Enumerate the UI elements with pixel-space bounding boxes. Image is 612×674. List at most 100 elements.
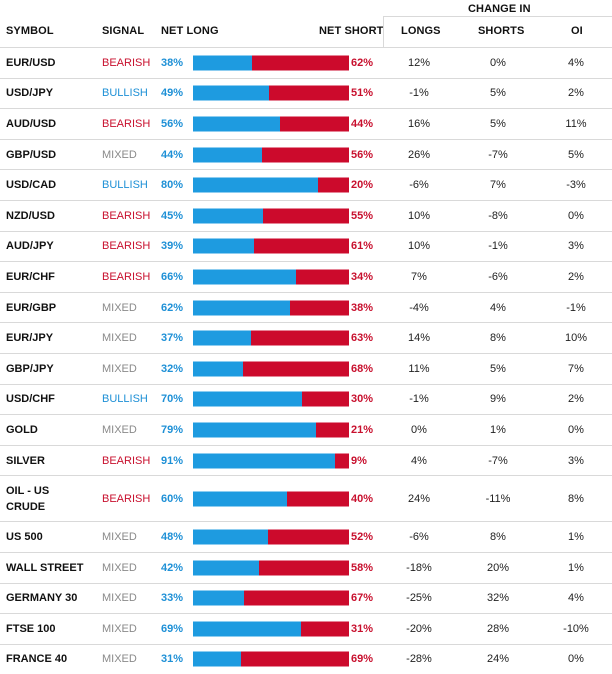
table-row[interactable]: WALL STREET MIXED 42% 58% -18% 20% 1% <box>0 551 612 583</box>
signal-label: MIXED <box>102 301 137 314</box>
net-short-value: 68% <box>351 362 374 375</box>
net-short-value: 56% <box>351 148 374 161</box>
net-long-bar <box>193 453 335 469</box>
change-shorts-value: -7% <box>488 454 508 467</box>
sentiment-bar <box>193 391 349 407</box>
symbol-label: GERMANY 30 <box>6 592 78 605</box>
net-long-bar <box>193 330 251 346</box>
table-row[interactable]: US 500 MIXED 48% 52% -6% 8% 1% <box>0 521 612 552</box>
net-long-bar <box>193 361 243 377</box>
sentiment-bar <box>193 55 349 71</box>
change-oi-value: 1% <box>568 561 584 574</box>
signal-label: MIXED <box>102 592 137 605</box>
table-row[interactable]: EUR/JPY MIXED 37% 63% 14% 8% 10% <box>0 322 612 353</box>
net-short-value: 51% <box>351 87 374 100</box>
table-row[interactable]: FRANCE 40 MIXED 31% 69% -28% 24% 0% <box>0 643 612 674</box>
net-long-value: 69% <box>161 622 184 635</box>
net-long-value: 80% <box>161 179 184 192</box>
table-row[interactable]: GOLD MIXED 79% 21% 0% 1% 0% <box>0 414 612 445</box>
table-row[interactable]: GBP/USD MIXED 44% 56% 26% -7% 5% <box>0 138 612 170</box>
table-row[interactable]: USD/CAD BULLISH 80% 20% -6% 7% -3% <box>0 169 612 200</box>
table-row[interactable]: AUD/JPY BEARISH 39% 61% 10% -1% 3% <box>0 230 612 262</box>
table-row[interactable]: EUR/CHF BEARISH 66% 34% 7% -6% 2% <box>0 261 612 292</box>
net-short-value: 62% <box>351 56 374 69</box>
signal-label: BULLISH <box>102 393 148 406</box>
change-shorts-value: 8% <box>490 332 506 345</box>
net-long-bar <box>193 116 281 132</box>
table-row[interactable]: NZD/USD BEARISH 45% 55% 10% -8% 0% <box>0 199 612 231</box>
net-short-bar <box>263 208 349 224</box>
net-short-bar <box>252 55 349 71</box>
net-long-bar <box>193 590 245 606</box>
sentiment-bar <box>193 85 349 101</box>
net-long-bar <box>193 208 264 224</box>
sentiment-bar <box>193 269 349 285</box>
change-oi-value: -3% <box>566 179 586 192</box>
change-longs-value: 0% <box>411 423 427 436</box>
net-long-bar <box>193 85 270 101</box>
net-long-value: 45% <box>161 209 184 222</box>
table-row[interactable]: USD/JPY BULLISH 49% 51% -1% 5% 2% <box>0 77 612 109</box>
change-shorts-value: 5% <box>490 87 506 100</box>
change-longs-value: -1% <box>409 393 429 406</box>
table-row[interactable]: SILVER BEARISH 91% 9% 4% -7% 3% <box>0 444 612 476</box>
symbol-label: USD/JPY <box>6 87 54 100</box>
change-shorts-value: 32% <box>486 592 510 605</box>
net-short-value: 52% <box>351 531 374 544</box>
net-short-bar <box>317 177 349 193</box>
net-long-value: 37% <box>161 332 184 345</box>
net-short-value: 20% <box>351 179 374 192</box>
net-short-bar <box>261 147 349 163</box>
net-long-bar <box>193 422 317 438</box>
symbol-label: USD/CAD <box>6 179 57 192</box>
change-longs-value: 4% <box>411 454 427 467</box>
net-short-value: 67% <box>351 592 374 605</box>
net-short-bar <box>316 422 349 438</box>
net-long-bar <box>193 529 268 545</box>
table-row[interactable]: AUD/USD BEARISH 56% 44% 16% 5% 11% <box>0 108 612 139</box>
table-row[interactable]: USD/CHF BULLISH 70% 30% -1% 9% 2% <box>0 383 612 415</box>
signal-label: BULLISH <box>102 179 148 192</box>
change-shorts-value: -6% <box>488 270 508 283</box>
net-long-value: 66% <box>161 270 184 283</box>
net-short-bar <box>300 621 349 637</box>
table-row[interactable]: OIL - US CRUDE BEARISH 60% 40% 24% -11% 8% <box>0 475 612 521</box>
change-shorts-value: -1% <box>488 240 508 253</box>
symbol-label: GOLD <box>6 423 38 436</box>
sentiment-bar <box>193 238 349 254</box>
change-oi-value: 4% <box>568 592 584 605</box>
net-long-value: 42% <box>161 561 184 574</box>
net-short-bar <box>289 300 349 316</box>
symbol-label: US 500 <box>6 531 43 544</box>
header-divider <box>383 16 612 17</box>
table-row[interactable]: GERMANY 30 MIXED 33% 67% -25% 32% 4% <box>0 582 612 614</box>
change-oi-value: 3% <box>568 454 584 467</box>
table-row[interactable]: FTSE 100 MIXED 69% 31% -20% 28% -10% <box>0 613 612 644</box>
table-row[interactable]: EUR/USD BEARISH 38% 62% 12% 0% 4% <box>0 47 612 78</box>
symbol-label: EUR/GBP <box>6 301 57 314</box>
net-long-value: 38% <box>161 56 184 69</box>
change-oi-value: -10% <box>563 622 589 635</box>
change-oi-value: 0% <box>568 209 584 222</box>
change-longs-value: -28% <box>406 653 432 666</box>
change-shorts-value: 5% <box>490 117 506 130</box>
net-long-value: 62% <box>161 301 184 314</box>
change-oi-value: 0% <box>568 423 584 436</box>
table-row[interactable]: GBP/JPY MIXED 32% 68% 11% 5% 7% <box>0 352 612 384</box>
net-long-value: 31% <box>161 653 184 666</box>
change-longs-value: -25% <box>406 592 432 605</box>
net-long-bar <box>193 55 253 71</box>
sentiment-bar <box>193 560 349 576</box>
net-short-value: 34% <box>351 270 374 283</box>
net-long-value: 39% <box>161 240 184 253</box>
sentiment-bar <box>193 330 349 346</box>
signal-label: BEARISH <box>102 454 151 467</box>
net-long-bar <box>193 621 301 637</box>
signal-label: BEARISH <box>102 56 151 69</box>
change-longs-value: 7% <box>411 270 427 283</box>
table-row[interactable]: EUR/GBP MIXED 62% 38% -4% 4% -1% <box>0 291 612 323</box>
symbol-label: NZD/USD <box>6 209 55 222</box>
net-long-bar <box>193 300 290 316</box>
symbol-label: AUD/USD <box>6 117 57 130</box>
header-symbol: SYMBOL <box>6 25 54 37</box>
